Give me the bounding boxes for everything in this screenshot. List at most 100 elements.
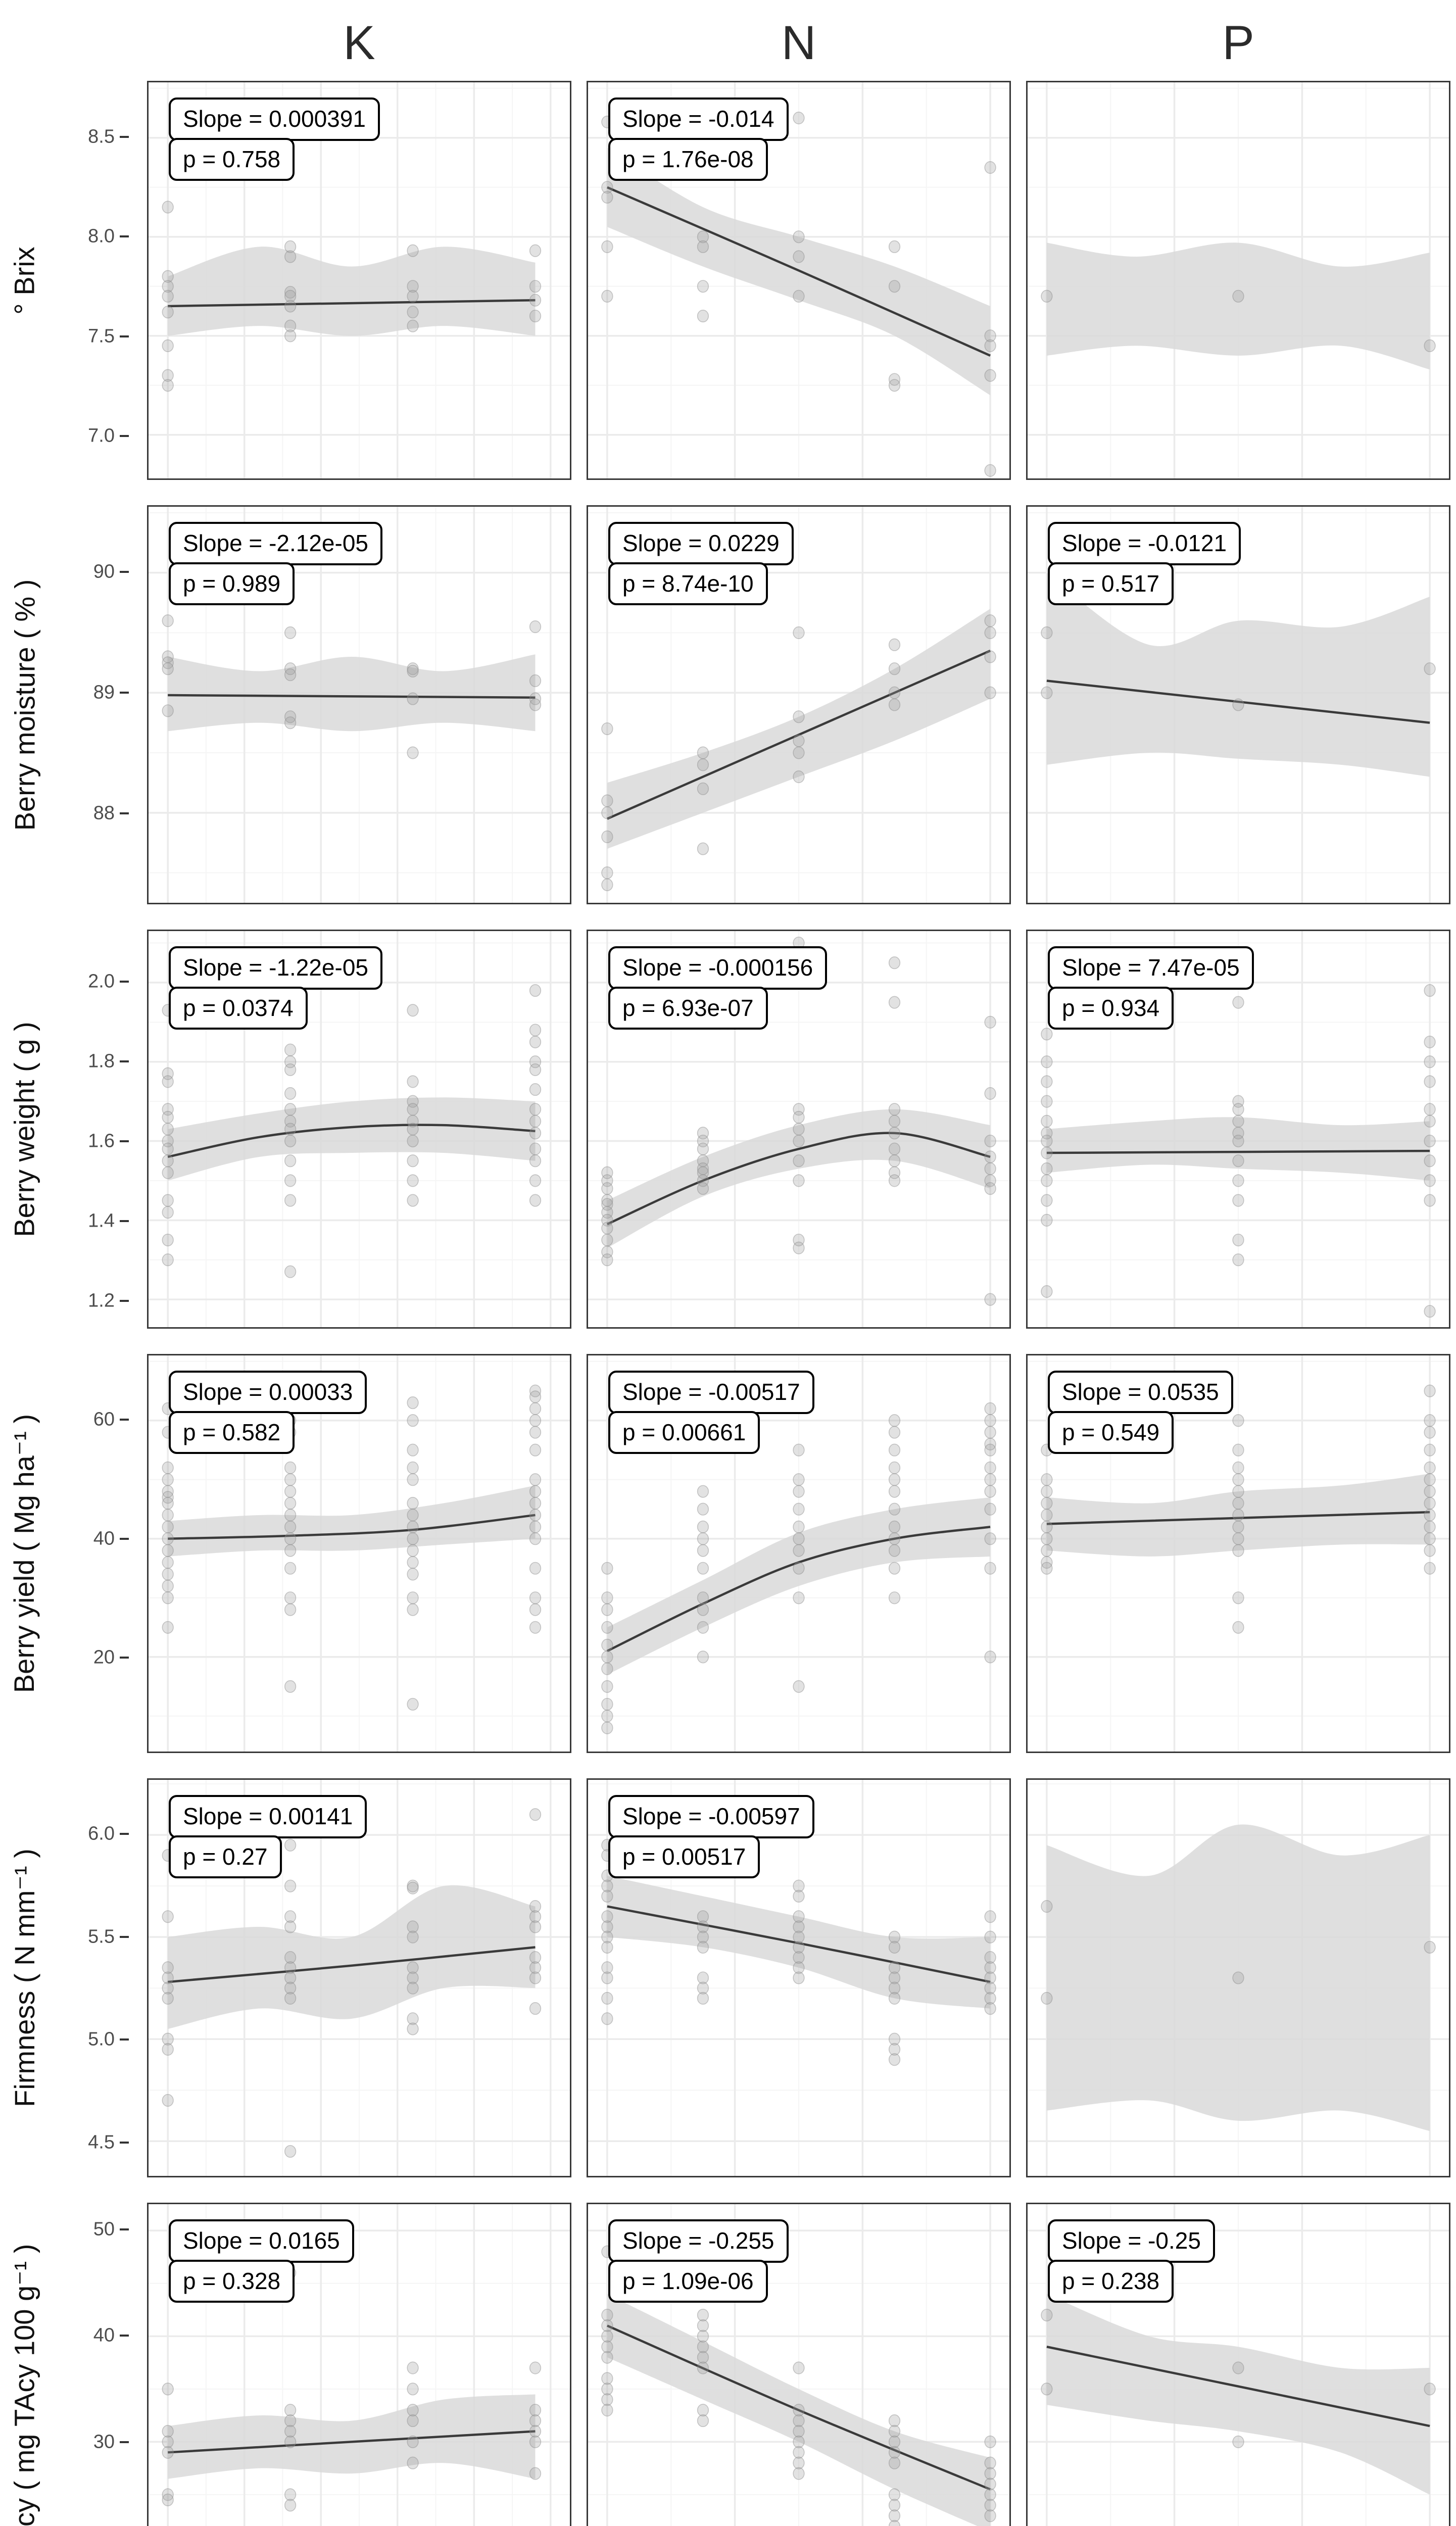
- data-point: [1041, 1215, 1052, 1227]
- confidence-band: [168, 2394, 536, 2479]
- data-point: [530, 1474, 541, 1486]
- data-point: [698, 1533, 709, 1545]
- data-point: [285, 1880, 296, 1892]
- data-point: [285, 290, 296, 303]
- p-value-label: p = 0.328: [169, 2259, 295, 2303]
- data-point: [602, 867, 613, 879]
- data-point: [1041, 1533, 1052, 1545]
- data-point: [793, 290, 804, 303]
- data-point: [985, 687, 996, 699]
- regression-line: [607, 1133, 990, 1225]
- slope-label: Slope = -0.25: [1048, 2219, 1215, 2263]
- y-tick-label: 5.5: [88, 1926, 115, 1948]
- data-point: [530, 1622, 541, 1634]
- data-point: [530, 310, 541, 322]
- p-value-label: p = 0.517: [1048, 562, 1174, 605]
- data-point: [285, 1194, 296, 1206]
- data-point: [407, 1123, 418, 1135]
- data-point: [793, 1103, 804, 1115]
- stats-annotation: Slope = 7.47e-05 p = 0.934: [1048, 946, 1254, 1030]
- confidence-band: [607, 1109, 991, 1248]
- data-point: [1424, 1415, 1435, 1427]
- data-point: [602, 1254, 613, 1266]
- stats-annotation: Slope = 0.00141 p = 0.27: [169, 1795, 367, 1878]
- data-point: [1233, 1462, 1244, 1474]
- data-point: [285, 1115, 296, 1128]
- regression-line: [1047, 1151, 1430, 1153]
- data-point: [698, 759, 709, 771]
- data-point: [698, 1604, 709, 1616]
- regression-line: [168, 300, 535, 306]
- data-point: [602, 1722, 613, 1734]
- data-point: [1424, 1462, 1435, 1474]
- data-point: [985, 615, 996, 627]
- data-point: [407, 1004, 418, 1016]
- row-yield: Berry yield ( Mg ha⁻¹ ) 20 40 60 Slope = 0…: [3, 1354, 1456, 1753]
- data-point: [889, 2510, 900, 2522]
- facet-header-N: N: [781, 16, 816, 70]
- spacer: [61, 5, 132, 81]
- p-value-label: p = 0.582: [169, 1411, 295, 1454]
- data-point: [1233, 2362, 1244, 2374]
- spacer: [3, 5, 46, 81]
- data-point: [889, 1103, 900, 1115]
- data-point: [162, 379, 173, 392]
- data-point: [985, 1651, 996, 1663]
- stats-annotation: Slope = -0.255 p = 1.09e-06: [608, 2219, 789, 2303]
- stats-annotation: Slope = -0.00517 p = 0.00661: [608, 1371, 814, 1454]
- y-tick-label: 2.0: [88, 970, 115, 992]
- data-point: [602, 1562, 613, 1574]
- data-point: [530, 2404, 541, 2416]
- stats-annotation: Slope = 0.000391 p = 0.758: [169, 98, 380, 181]
- panel-moisture-K: Slope = -2.12e-05 p = 0.989: [147, 505, 571, 904]
- data-point: [698, 1562, 709, 1574]
- data-point: [407, 1521, 418, 1533]
- data-point: [407, 693, 418, 705]
- data-point: [698, 1982, 709, 1994]
- data-point: [162, 306, 173, 318]
- confidence-band: [168, 654, 536, 732]
- y-tick-mark: [120, 2335, 129, 2337]
- data-point: [889, 1175, 900, 1187]
- data-point: [530, 2425, 541, 2438]
- data-point: [793, 1681, 804, 1693]
- data-point: [1233, 1972, 1244, 1984]
- data-point: [698, 231, 709, 243]
- regression-line: [168, 695, 535, 698]
- data-point: [985, 1503, 996, 1515]
- panel-plot: [149, 1355, 570, 1752]
- data-point: [285, 241, 296, 253]
- data-point: [793, 1474, 804, 1486]
- data-point: [602, 1206, 613, 1219]
- facet-header-K: K: [343, 16, 375, 70]
- y-tick-label: 60: [93, 1408, 115, 1430]
- data-point: [1041, 1115, 1052, 1128]
- data-point: [602, 831, 613, 843]
- data-point: [793, 1135, 804, 1147]
- data-point: [162, 280, 173, 293]
- panel-firmness-N: Slope = -0.00597 p = 0.00517: [587, 1778, 1011, 2177]
- data-point: [602, 2341, 613, 2353]
- data-point: [285, 1462, 296, 1474]
- confidence-band: [607, 1497, 991, 1675]
- p-value-label: p = 1.76e-08: [608, 137, 768, 181]
- data-point: [162, 201, 173, 213]
- data-point: [889, 1143, 900, 1155]
- data-point: [985, 2457, 996, 2469]
- data-point: [530, 1562, 541, 1574]
- data-point: [407, 663, 418, 675]
- data-point: [985, 465, 996, 477]
- data-point: [530, 699, 541, 711]
- data-point: [162, 651, 173, 663]
- data-point: [407, 1972, 418, 1984]
- data-point: [1041, 1028, 1052, 1040]
- data-point: [602, 191, 613, 204]
- panel-plot: [1028, 507, 1449, 903]
- data-point: [698, 1921, 709, 1933]
- data-point: [285, 1509, 296, 1521]
- y-axis-title-yield: Berry yield ( Mg ha⁻¹ ): [8, 1414, 40, 1693]
- data-point: [602, 1993, 613, 2005]
- data-point: [1424, 1521, 1435, 1533]
- data-point: [162, 1521, 173, 1533]
- panel-moisture-N: Slope = 0.0229 p = 8.74e-10: [587, 505, 1011, 904]
